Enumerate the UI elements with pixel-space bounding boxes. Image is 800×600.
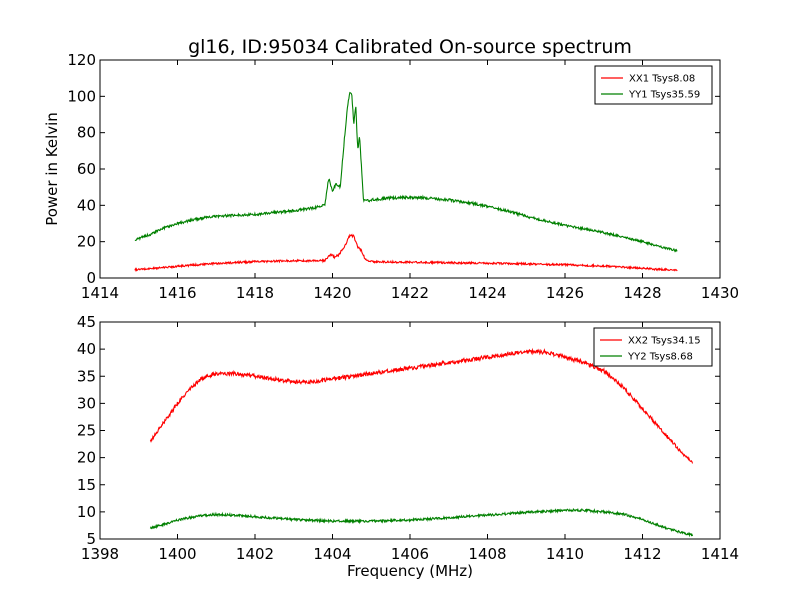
y-tick-label: 80 [77,124,96,142]
y-tick-label: 40 [77,340,96,358]
x-tick-label: 1410 [546,545,584,563]
x-tick-label: 1412 [623,545,661,563]
x-tick-label: 1420 [313,284,351,302]
x-tick-label: 1408 [468,545,506,563]
y-tick-label: 60 [77,160,96,178]
y-tick-label: 5 [86,530,96,548]
series-line-2 [149,507,693,538]
top-spectrum-panel: 1414 1416 1418 1420 1422 1424 1426 1428 1430 0 20 4… [67,51,739,302]
legend-label: XX2 Tsys34.15 [628,336,701,347]
x-tick-label: 1424 [468,284,506,302]
y-axis-label: Power in Kelvin [43,112,61,226]
y-tick-label: 15 [77,476,96,494]
x-tick-label: 1426 [546,284,584,302]
legend: XX2 Tsys34.15 YY2 Tsys8.68 [593,327,713,367]
legend-box [594,65,713,105]
x-tick-label: 1398 [81,545,119,563]
y-tick-label: 40 [77,196,96,214]
y-tick-label: 45 [77,313,96,331]
y-tick-label: 20 [77,449,96,467]
y-tick-label: 25 [77,422,96,440]
bottom-spectrum-panel: 1398 1400 1402 1404 1406 1408 1410 1412 1414 5 10 1… [77,313,739,563]
x-tick-label: 1414 [701,545,739,563]
series-line-2 [134,91,678,253]
legend-label: YY2 Tsys8.68 [627,352,693,363]
y-tick-label: 120 [67,51,96,69]
y-tick-label: 30 [77,394,96,412]
chart-title: gl16, ID:95034 Calibrated On-source spec… [188,36,632,58]
legend-box [593,327,713,367]
x-tick-label: 1414 [81,284,119,302]
x-tick-label: 1418 [236,284,274,302]
legend-label: YY1 Tsys35.59 [628,90,700,101]
x-tick-label: 1422 [391,284,429,302]
x-tick-label: 1428 [623,284,661,302]
y-tick-label: 0 [86,269,96,287]
series-line-1 [134,233,678,273]
y-tick-label: 20 [77,233,96,251]
x-axis-label: Frequency (MHz) [347,562,473,580]
series-line-1 [149,347,693,464]
x-tick-label: 1402 [236,545,274,563]
x-tick-label: 1406 [391,545,429,563]
y-tick-label: 100 [67,87,96,105]
legend-label: XX1 Tsys8.08 [629,74,695,85]
x-tick-label: 1400 [158,545,196,563]
legend: XX1 Tsys8.08 YY1 Tsys35.59 [594,65,713,105]
y-tick-label: 35 [77,367,96,385]
x-tick-label: 1416 [158,284,196,302]
x-tick-label: 1404 [313,545,351,563]
y-tick-label: 10 [77,503,96,521]
x-tick-label: 1430 [701,284,739,302]
